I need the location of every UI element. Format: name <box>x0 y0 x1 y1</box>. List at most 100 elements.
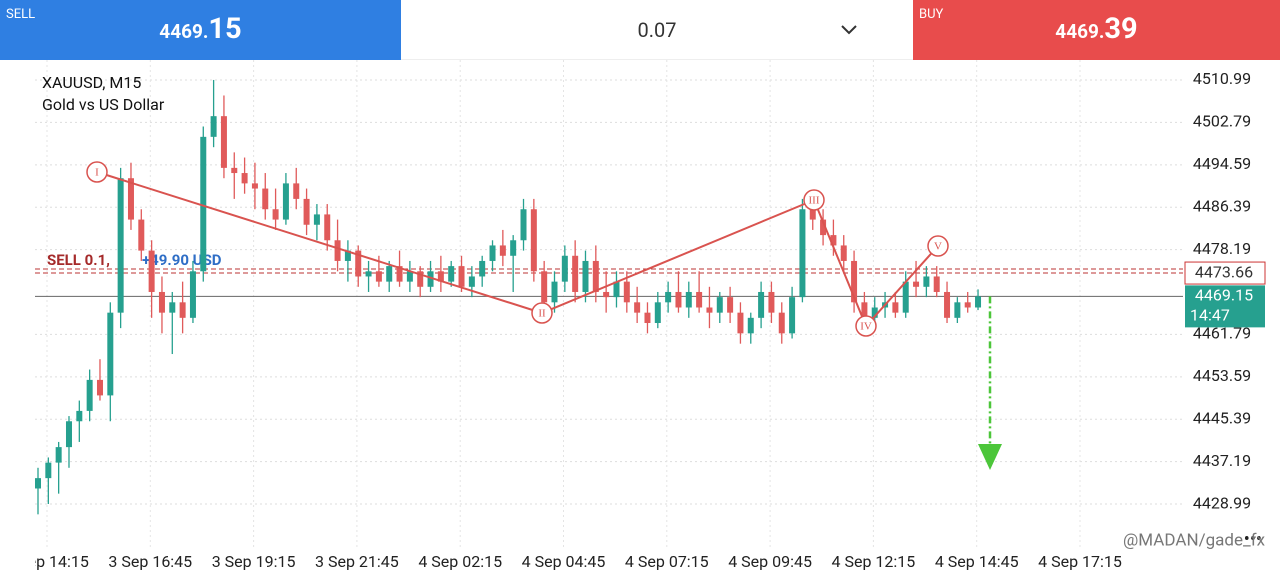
description: Gold vs US Dollar <box>42 95 165 114</box>
candle-body <box>158 291 165 313</box>
candle-body <box>468 276 475 287</box>
candle-body <box>35 478 41 489</box>
candle-body <box>272 209 279 220</box>
lot-selector: 0.07 <box>401 0 1277 60</box>
candle-body <box>861 302 868 318</box>
candle-body <box>902 281 909 313</box>
candle-body <box>375 271 382 282</box>
candle-body <box>489 245 496 261</box>
x-tick-label: 4 Sep 14:45 <box>935 552 1019 571</box>
candle-body <box>654 302 661 324</box>
x-tick-label: 4 Sep 12:15 <box>832 552 916 571</box>
order-price-box <box>1184 261 1266 285</box>
buy-price-head: 4469. <box>1055 20 1105 43</box>
y-tick-label: 4494.59 <box>1193 154 1251 173</box>
candle-body <box>262 188 269 210</box>
candle-body <box>324 214 331 241</box>
candle-body <box>892 302 899 313</box>
candle-body <box>561 255 568 282</box>
candle-body <box>251 183 258 189</box>
x-tick-label: 4 Sep 09:45 <box>728 552 812 571</box>
wave-label: I <box>95 167 99 179</box>
sell-label: SELL <box>6 7 36 22</box>
wave-marker <box>803 189 825 211</box>
candle-body <box>148 250 155 292</box>
lot-size[interactable]: 0.07 <box>637 18 677 42</box>
candle-body <box>923 276 930 287</box>
candle-body <box>45 462 52 479</box>
more-dots[interactable]: ••• <box>1244 529 1262 550</box>
sell-price-tail: 15 <box>208 12 242 46</box>
candle-body <box>768 291 775 313</box>
bid-price-label: 4469.15 <box>1195 286 1253 305</box>
candle-body <box>613 281 620 298</box>
candle-body <box>189 271 196 318</box>
candle-body <box>747 317 754 334</box>
lot-decrease[interactable] <box>829 0 869 60</box>
candle-body <box>603 291 610 298</box>
candle-body <box>933 276 940 292</box>
wave-label: V <box>934 241 942 253</box>
y-tick-label: 4453.59 <box>1193 366 1251 385</box>
candle-body <box>871 307 878 318</box>
candle-body <box>365 271 372 277</box>
candle-body <box>623 281 630 303</box>
candle-body <box>386 266 393 282</box>
bid-timer: 14:47 <box>1190 306 1230 325</box>
candle-body <box>975 296 982 308</box>
candle-body <box>634 302 641 313</box>
candle-body <box>964 302 971 308</box>
order-price-label: 4473.66 <box>1195 262 1253 281</box>
candle-body <box>809 209 816 220</box>
candle-body <box>541 271 548 303</box>
wave-label: II <box>538 308 546 320</box>
order-text: SELL 0.1, <box>47 251 110 269</box>
y-tick-label: 4478.19 <box>1193 239 1251 258</box>
y-tick-label: 4461.79 <box>1193 324 1251 343</box>
candle-body <box>716 297 723 313</box>
y-tick-label: 4428.99 <box>1193 493 1251 512</box>
candle-body <box>913 281 920 287</box>
sell-price-head: 4469. <box>159 20 209 43</box>
x-tick-label: 3 Sep 19:15 <box>212 552 296 571</box>
candle-body <box>799 209 806 298</box>
y-tick-label: 4486.39 <box>1193 196 1251 215</box>
candle-body <box>437 271 444 282</box>
candle-body <box>117 178 124 313</box>
candle-body <box>86 379 93 411</box>
candle-body <box>231 167 238 174</box>
sell-button[interactable]: SELL 4469.15 <box>0 0 401 60</box>
candle-body <box>293 183 300 199</box>
candle-body <box>210 116 217 137</box>
candle-body <box>851 260 858 303</box>
candle-body <box>417 271 424 287</box>
watermark: @MADAN/gade_fx <box>1123 530 1266 550</box>
candle-body <box>706 307 713 313</box>
wave-marker <box>86 161 108 183</box>
chevron-down <box>841 25 857 35</box>
candle-body <box>406 271 413 282</box>
candle-body <box>138 219 145 251</box>
wave-marker <box>531 302 553 324</box>
x-tick-label: 3 Sep 21:45 <box>315 552 399 571</box>
candle-body <box>582 260 589 292</box>
x-tick-label: 4 Sep 02:15 <box>418 552 502 571</box>
candle-body <box>510 240 517 256</box>
candle-body <box>737 312 744 334</box>
candle-body <box>344 250 351 261</box>
candle-body <box>572 255 579 292</box>
x-tick-label: 3 Sep 14:15 <box>5 552 89 571</box>
candle-body <box>954 302 961 318</box>
buy-button[interactable]: BUY 4469.39 <box>913 0 1280 60</box>
candle-body <box>200 136 207 272</box>
buy-label: BUY <box>919 7 944 22</box>
candle-body <box>551 281 558 303</box>
candle-body <box>107 312 114 396</box>
candle-body <box>55 447 62 463</box>
candle-body <box>758 291 765 318</box>
candle-body <box>789 297 796 334</box>
candle-body <box>840 245 847 261</box>
wave-label: III <box>809 195 820 207</box>
